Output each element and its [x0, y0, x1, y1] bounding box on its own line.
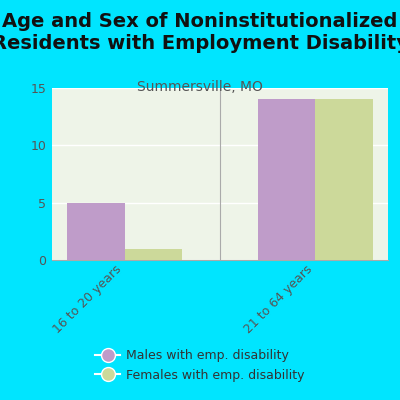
- Text: Age and Sex of Noninstitutionalized
Residents with Employment Disability: Age and Sex of Noninstitutionalized Resi…: [0, 12, 400, 53]
- Bar: [316, 100, 373, 260]
- Bar: [124, 248, 182, 260]
- Bar: [67, 203, 124, 260]
- Text: Summersville, MO: Summersville, MO: [137, 80, 263, 94]
- Bar: [258, 100, 316, 260]
- Legend: Males with emp. disability, Females with emp. disability: Males with emp. disability, Females with…: [95, 350, 305, 382]
